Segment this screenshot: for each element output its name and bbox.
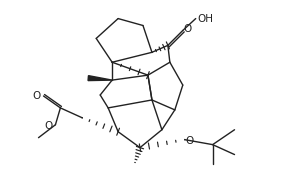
Polygon shape xyxy=(88,76,112,81)
Text: O: O xyxy=(44,121,53,131)
Text: O: O xyxy=(186,136,194,146)
Text: O: O xyxy=(184,25,192,34)
Text: OH: OH xyxy=(198,14,214,24)
Text: O: O xyxy=(32,91,40,101)
